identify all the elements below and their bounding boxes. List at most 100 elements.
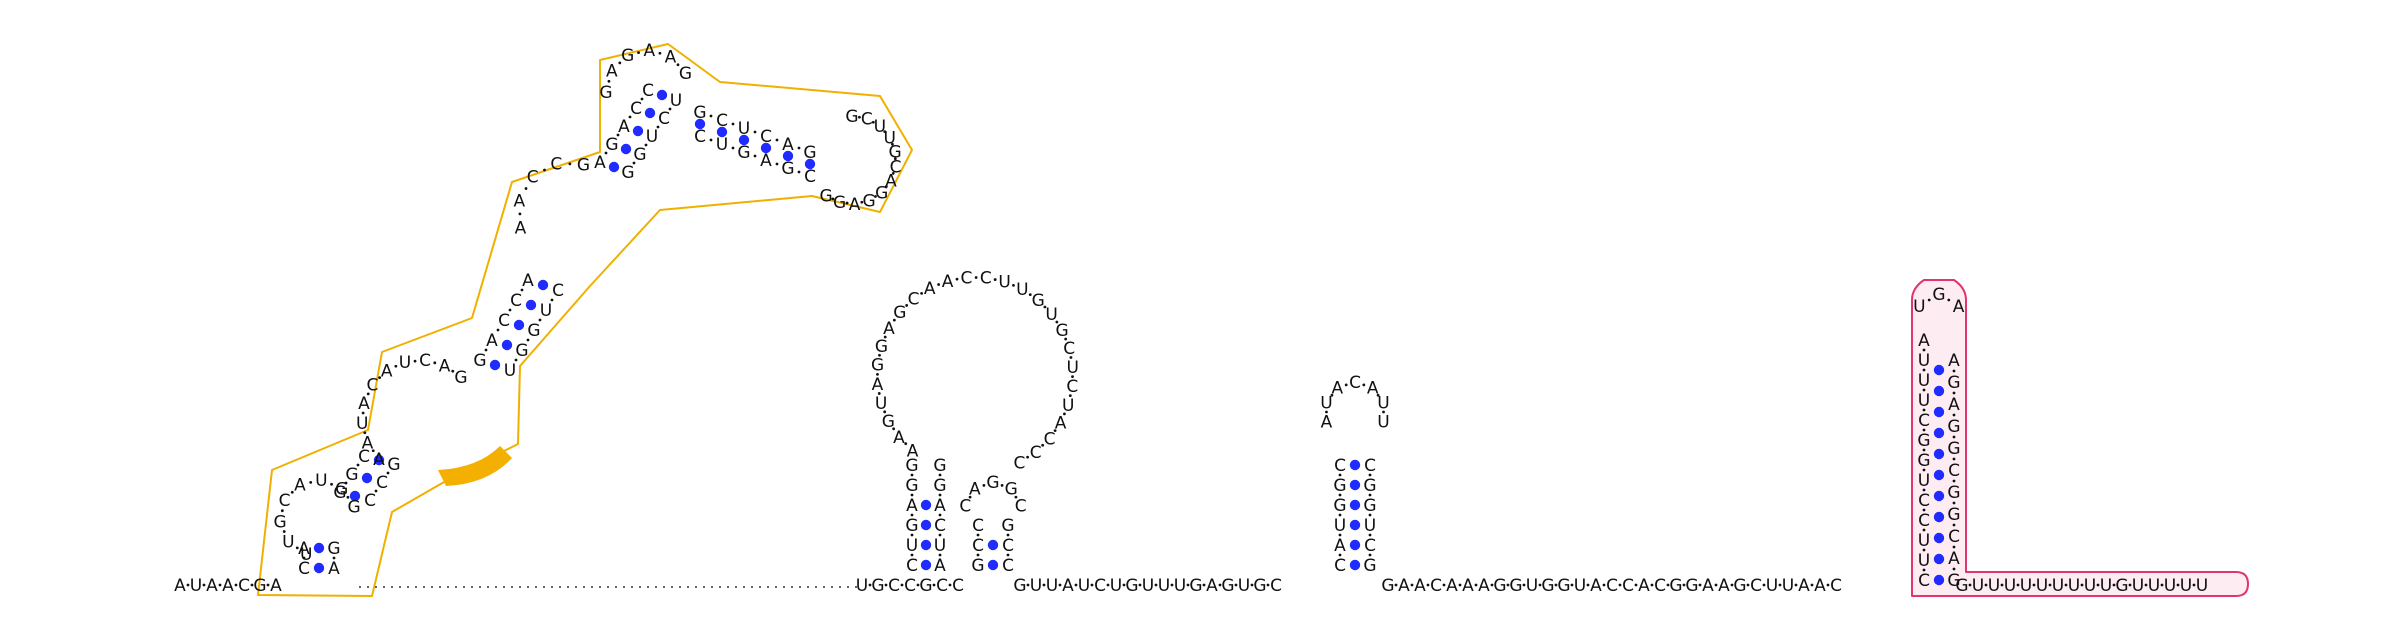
backbone-link — [1006, 533, 1010, 537]
loop-nucleotide: A — [883, 319, 895, 339]
backbone-link — [1368, 533, 1372, 537]
gap-dot — [734, 585, 738, 589]
baseline-nucleotide: C — [1750, 576, 1762, 596]
backbone-link — [1338, 533, 1342, 537]
loop-nucleotide: A — [1367, 379, 1379, 399]
loop-nucleotide: A — [362, 434, 374, 454]
loop-nucleotide: U — [1045, 305, 1057, 325]
baseline-nucleotide: A — [206, 576, 218, 596]
baseline-nucleotide: A — [222, 576, 234, 596]
gap-dot — [430, 585, 434, 589]
baseline-nucleotide: U — [1110, 576, 1122, 596]
backbone-link — [676, 63, 680, 67]
base-pair-dot — [716, 126, 728, 138]
backbone-link — [709, 114, 713, 118]
stem-nucleotide: C — [510, 291, 522, 311]
baseline-nucleotide: G — [1955, 576, 1968, 596]
baseline-nucleotide: U — [1046, 576, 1058, 596]
stem-nucleotide: C — [1364, 536, 1376, 556]
backbone-link — [993, 278, 997, 281]
backbone-link — [1442, 583, 1446, 587]
stem-nucleotide: G — [605, 135, 618, 155]
backbone-link — [1368, 553, 1372, 557]
baseline-nucleotide: G — [253, 576, 266, 596]
gap-dot — [670, 585, 674, 589]
backbone-link — [1006, 553, 1010, 557]
backbone-link — [1984, 583, 1988, 587]
stem-nucleotide: A — [618, 117, 630, 137]
loop-nucleotide: U — [1016, 280, 1028, 300]
loop-nucleotide: C — [861, 110, 873, 130]
loop-nucleotide: U — [300, 545, 312, 565]
loop-nucleotide: C — [1066, 377, 1078, 397]
backbone-link — [1012, 283, 1015, 287]
stem-nucleotide: C — [630, 99, 642, 119]
backbone-link — [709, 138, 713, 142]
base-pair-dot — [920, 519, 932, 531]
backbone-link — [1250, 583, 1254, 587]
backbone-link — [371, 449, 375, 453]
backbone-link — [948, 583, 952, 587]
backbone-link — [1490, 583, 1494, 587]
backbone — [186, 51, 2196, 589]
backbone-link — [604, 151, 608, 155]
stem-nucleotide: A — [1334, 536, 1346, 556]
backbone-link — [280, 509, 284, 513]
base-pair-dot — [1933, 511, 1945, 523]
backbone-link — [1330, 393, 1334, 397]
backbone-link — [1362, 383, 1366, 387]
gap-dot — [502, 585, 506, 589]
backbone-link — [1810, 583, 1814, 587]
backbone-link — [394, 364, 398, 368]
baseline-nucleotide: C — [936, 576, 948, 596]
backbone-link — [910, 513, 914, 517]
backbone-link — [860, 200, 864, 204]
stem-nucleotide: G — [473, 351, 486, 371]
backbone-link — [877, 392, 881, 395]
gap-dot — [806, 585, 810, 589]
stem-nucleotide: G — [905, 456, 918, 476]
base-pair-dot — [656, 89, 668, 101]
stem-nucleotide: C — [804, 167, 816, 187]
backbone-link — [568, 162, 572, 166]
backbone-link — [883, 130, 887, 134]
base-pair-dot — [1933, 469, 1945, 481]
backbone-link — [731, 146, 735, 150]
stem-nucleotide: G — [1947, 439, 1960, 459]
stem-nucleotide: G — [933, 456, 946, 476]
backbone-link — [938, 513, 942, 517]
stem-nucleotide: C — [1918, 511, 1930, 531]
backbone-link — [1058, 583, 1062, 587]
stem-nucleotide: U — [1918, 371, 1930, 391]
backbone-link — [356, 463, 360, 467]
gap-dot — [462, 585, 466, 589]
backbone-link — [496, 328, 500, 332]
backbone-link — [1922, 368, 1926, 372]
backbone-link — [234, 583, 238, 587]
backbone-link — [1338, 493, 1342, 497]
backbone-link — [628, 115, 632, 119]
baseline-nucleotide: G — [1509, 576, 1522, 596]
loop-nucleotide: A — [606, 62, 618, 82]
baseline-nucleotide: A — [1478, 576, 1490, 596]
base-pair-dot — [987, 539, 999, 551]
base-pair-dot — [313, 542, 325, 554]
loop-nucleotide: G — [820, 187, 833, 207]
backbone-link — [2096, 583, 2100, 587]
backbone-link — [309, 480, 313, 484]
gap-dot — [710, 585, 714, 589]
stem-nucleotide: U — [934, 536, 946, 556]
stem-nucleotide: A — [934, 556, 946, 576]
stem-nucleotide: G — [905, 476, 918, 496]
stem-nucleotide: C — [1334, 456, 1346, 476]
base-pair-dot — [1349, 519, 1361, 531]
stem-nucleotide: C — [298, 559, 310, 579]
backbone-link — [910, 473, 914, 477]
baseline-nucleotide: G — [1253, 576, 1266, 596]
loop-nucleotide: G — [871, 356, 884, 376]
loop-nucleotide: G — [875, 337, 888, 357]
loop-nucleotide: G — [889, 142, 902, 162]
backbone-link — [1338, 513, 1342, 517]
base-pair-dot — [632, 125, 644, 137]
gap-dot — [542, 585, 546, 589]
